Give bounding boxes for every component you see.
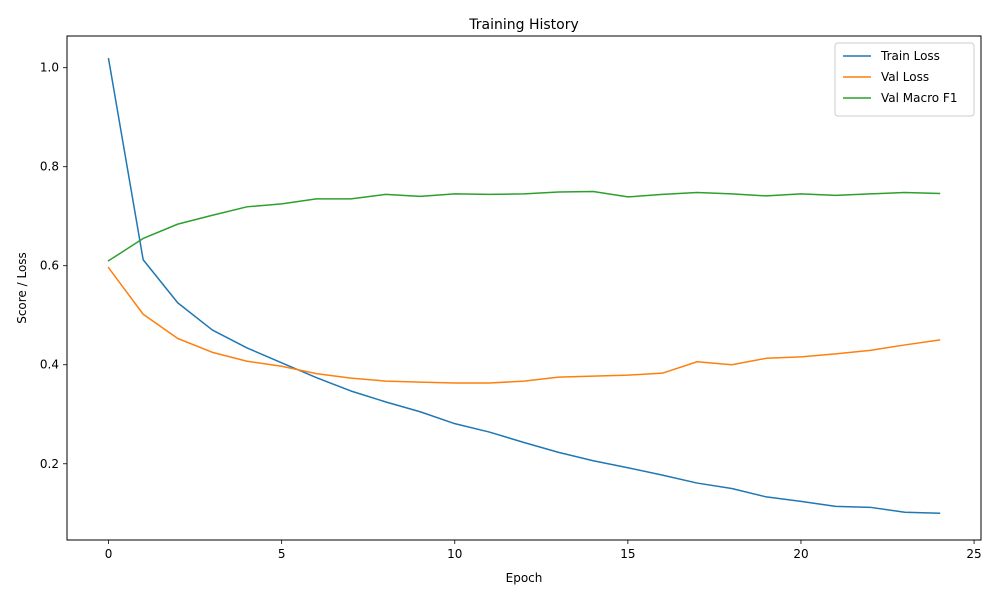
y-tick-label: 1.0 — [40, 61, 59, 75]
y-axis-label: Score / Loss — [15, 252, 29, 324]
legend-entries: Train Loss Val Loss Val Macro F1 — [843, 49, 957, 105]
chart-title: Training History — [468, 17, 579, 33]
x-tick-label: 10 — [447, 547, 462, 561]
x-axis-ticks: 0 5 10 15 20 25 — [105, 540, 982, 561]
plot-frame — [66, 35, 982, 541]
y-axis-ticks: 0.2 0.4 0.6 0.8 1.0 — [40, 61, 67, 471]
y-tick-label: 0.2 — [40, 457, 59, 471]
x-tick-label: 15 — [620, 547, 635, 561]
x-axis-label: Epoch — [506, 571, 543, 585]
y-tick-label: 0.6 — [40, 259, 59, 273]
x-tick-label: 25 — [966, 547, 981, 561]
series-line-2 — [107, 190, 941, 262]
x-tick-label: 20 — [793, 547, 808, 561]
legend-label-0: Train Loss — [880, 49, 940, 63]
legend-label-1: Val Loss — [881, 70, 929, 84]
series-line-0 — [107, 57, 941, 515]
legend-label-2: Val Macro F1 — [881, 91, 957, 105]
y-tick-label: 0.4 — [40, 358, 59, 372]
x-tick-label: 0 — [105, 547, 113, 561]
plot-lines — [107, 57, 941, 515]
legend: Train Loss Val Loss Val Macro F1 — [834, 42, 975, 117]
y-tick-label: 0.8 — [40, 160, 59, 174]
series-line-1 — [107, 266, 941, 384]
x-tick-label: 5 — [278, 547, 286, 561]
